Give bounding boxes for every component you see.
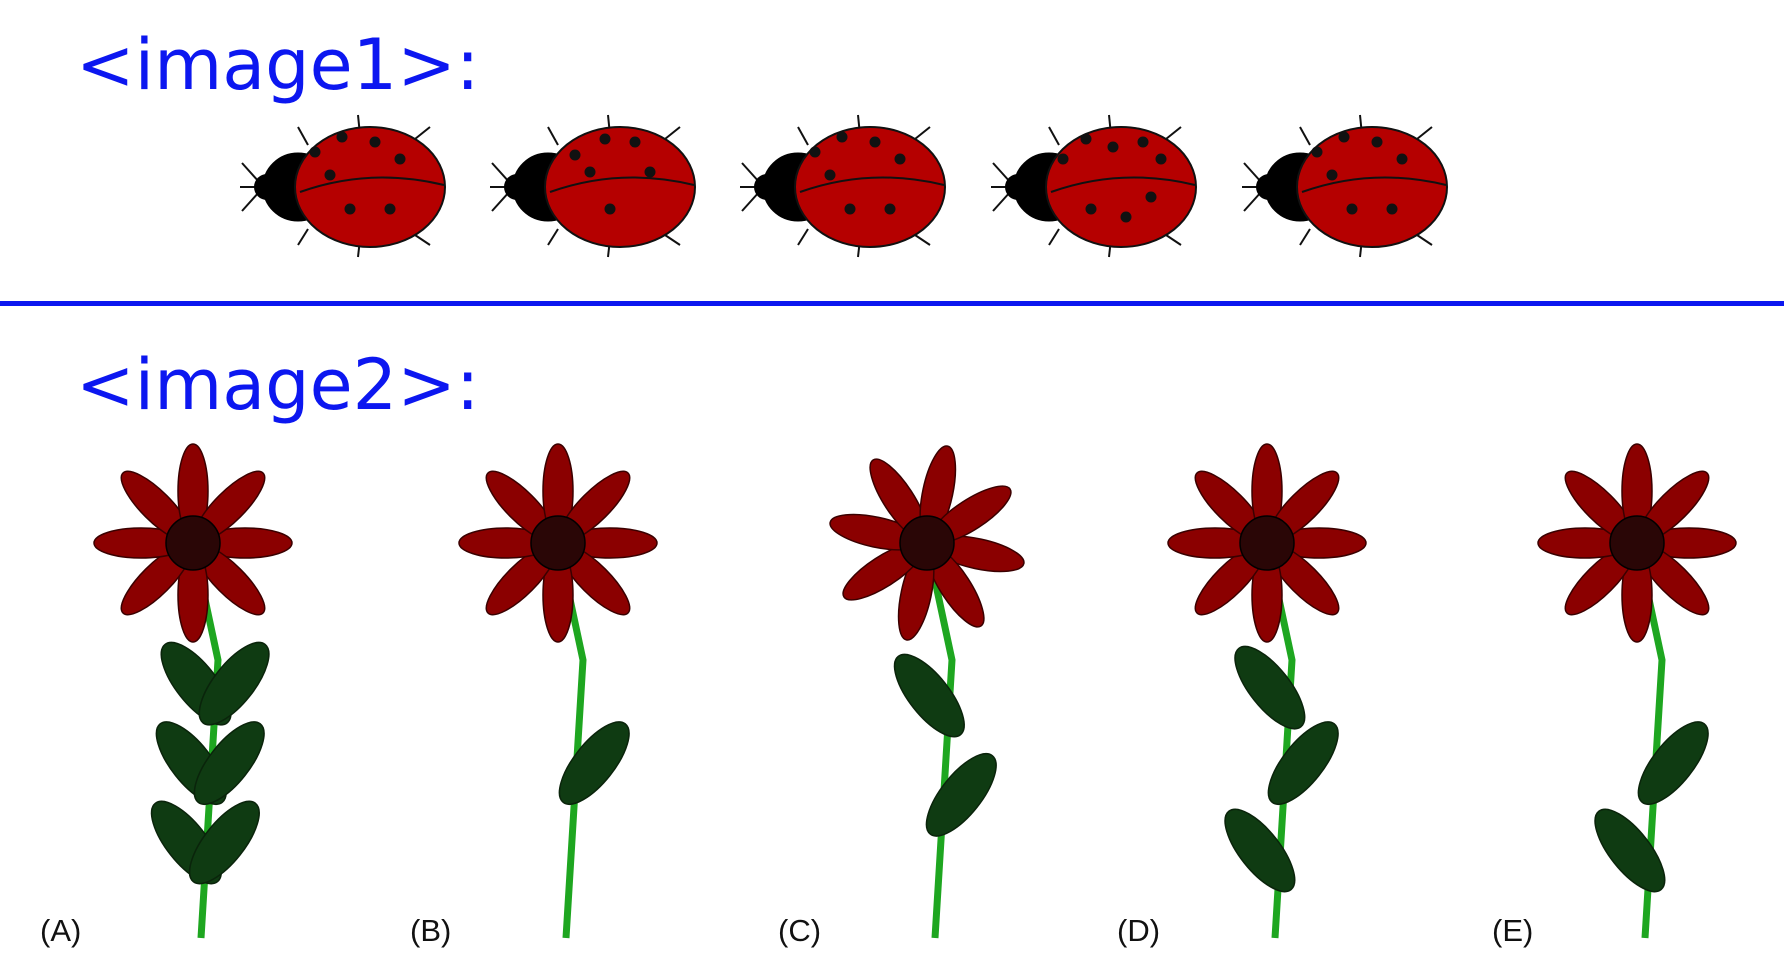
flower-leaf xyxy=(1637,721,1709,805)
ladybug-spot xyxy=(1155,153,1167,165)
ladybug-spot xyxy=(604,203,616,215)
flower-leaf xyxy=(1267,721,1339,805)
flower-center xyxy=(165,515,221,571)
flower-leaf xyxy=(1224,808,1296,893)
ladybug-spot xyxy=(1137,136,1149,148)
flower-option-d xyxy=(1167,443,1367,939)
flower-option-a xyxy=(93,443,293,939)
option-label-a: (A) xyxy=(40,913,82,948)
ladybug-spot xyxy=(1311,146,1323,158)
ladybug-spot xyxy=(1396,153,1408,165)
flower-leaf xyxy=(193,721,265,805)
ladybug-spot xyxy=(884,203,896,215)
ladybug-spot xyxy=(1085,203,1097,215)
flower-leaf xyxy=(893,653,965,738)
ladybug-spot xyxy=(1120,211,1132,223)
flower-center xyxy=(899,515,955,571)
flower-leaf xyxy=(1594,808,1666,893)
ladybug-spot xyxy=(644,166,656,178)
flower-leaf xyxy=(188,800,260,885)
flower-center xyxy=(530,515,586,571)
flower-option-b xyxy=(458,443,658,939)
ladybug-spot xyxy=(824,169,836,181)
ladybug-1 xyxy=(240,114,446,258)
ladybug-row xyxy=(240,114,1448,258)
ladybug-spot xyxy=(1107,141,1119,153)
ladybug-spot xyxy=(1371,136,1383,148)
ladybug-spot xyxy=(1346,203,1358,215)
flower-leaf xyxy=(198,641,270,726)
flower-leaf xyxy=(558,721,630,805)
ladybug-spot xyxy=(629,136,641,148)
flower-center xyxy=(1239,515,1295,571)
ladybug-spot xyxy=(1326,169,1338,181)
ladybug-spot xyxy=(809,146,821,158)
option-label-e: (E) xyxy=(1492,913,1534,948)
ladybug-spot xyxy=(344,203,356,215)
flower-center xyxy=(1609,515,1665,571)
ladybug-spot xyxy=(584,166,596,178)
ladybug-spot xyxy=(1057,153,1069,165)
ladybug-spot xyxy=(894,153,906,165)
flower-option-e xyxy=(1537,443,1737,939)
ladybug-spot xyxy=(869,136,881,148)
ladybug-spot xyxy=(1145,191,1157,203)
ladybug-spot xyxy=(324,169,336,181)
image1-heading: <image1>: xyxy=(76,24,480,106)
option-label-c: (C) xyxy=(778,913,822,948)
ladybug-4 xyxy=(991,114,1197,258)
ladybug-spot xyxy=(569,149,581,161)
ladybug-3 xyxy=(740,114,946,258)
flower-options xyxy=(93,443,1737,939)
ladybug-spot xyxy=(384,203,396,215)
ladybug-spot xyxy=(394,153,406,165)
flower-leaf xyxy=(925,752,997,837)
option-label-d: (D) xyxy=(1117,913,1161,948)
ladybug-spot xyxy=(309,146,321,158)
ladybug-spot xyxy=(599,133,611,145)
section-divider xyxy=(0,301,1784,306)
ladybug-spot xyxy=(369,136,381,148)
flower-leaf xyxy=(1234,645,1306,730)
option-label-b: (B) xyxy=(410,913,452,948)
flower-option-c xyxy=(829,445,1025,939)
image2-heading: <image2>: xyxy=(76,344,480,426)
ladybug-spot xyxy=(1080,133,1092,145)
ladybug-spot xyxy=(844,203,856,215)
ladybug-2 xyxy=(490,114,696,258)
ladybug-spot xyxy=(1386,203,1398,215)
ladybug-spot xyxy=(336,131,348,143)
ladybug-5 xyxy=(1242,114,1448,258)
ladybug-spot xyxy=(1338,131,1350,143)
ladybug-spot xyxy=(836,131,848,143)
